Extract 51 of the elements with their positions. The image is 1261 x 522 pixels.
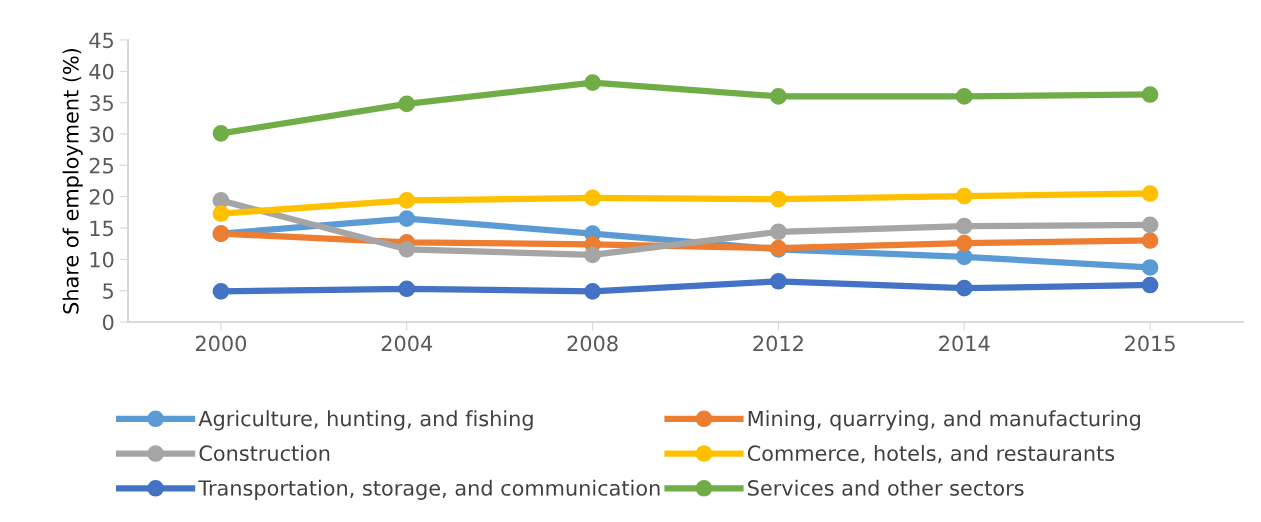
point: [212, 205, 230, 222]
point: [398, 95, 416, 113]
x-tick-label: 2008: [567, 335, 618, 352]
point: [955, 279, 973, 297]
point: [955, 248, 973, 266]
y-tick-label: 25: [89, 157, 113, 174]
point: [398, 192, 416, 209]
point: [1141, 276, 1159, 294]
legend-label: Agriculture, hunting, and fishing: [198, 410, 533, 431]
y-tick-label: 10: [90, 251, 114, 268]
x-tick-label: 2014: [939, 335, 990, 352]
legend-label: Transportation, storage, and communication: [198, 479, 660, 500]
point: [770, 223, 787, 241]
point: [584, 246, 601, 264]
y-axis-title: Share of employment (%): [62, 48, 83, 314]
legend-label: Construction: [199, 445, 330, 462]
point: [212, 282, 230, 300]
y-tick-label: 0: [102, 314, 114, 331]
y-tick-label: 40: [89, 63, 114, 80]
x-tick-label: 2015: [1125, 335, 1175, 352]
point: [955, 217, 973, 235]
point: [584, 282, 601, 300]
point: [770, 190, 787, 208]
point: [1141, 259, 1159, 276]
point: [955, 234, 973, 252]
point: [584, 189, 601, 207]
y-tick-label: 15: [90, 220, 113, 237]
x-tick-label: 2004: [381, 335, 433, 352]
y-tick-label: 30: [89, 126, 114, 143]
legend-label: Commerce, hotels, and restaurants: [747, 445, 1115, 464]
point: [398, 240, 416, 258]
point: [1141, 232, 1159, 249]
y-tick-label: 20: [89, 189, 114, 205]
point: [770, 272, 787, 290]
point: [584, 74, 601, 91]
point: [398, 210, 416, 227]
point: [212, 125, 230, 142]
point: [955, 187, 973, 205]
x-tick-label: 2012: [753, 335, 803, 352]
legend-label: Services and other sectors: [748, 479, 1024, 496]
y-tick-label: 35: [89, 95, 113, 111]
y-tick-label: 5: [103, 283, 113, 299]
point: [770, 88, 787, 105]
point: [398, 280, 416, 298]
point: [955, 88, 973, 105]
y-tick-label: 45: [89, 32, 113, 49]
point: [1141, 216, 1159, 234]
legend-label: Mining, quarrying, and manufacturing: [748, 410, 1140, 431]
point: [1141, 185, 1159, 202]
x-tick-label: 2000: [195, 335, 247, 352]
point: [1141, 86, 1159, 103]
